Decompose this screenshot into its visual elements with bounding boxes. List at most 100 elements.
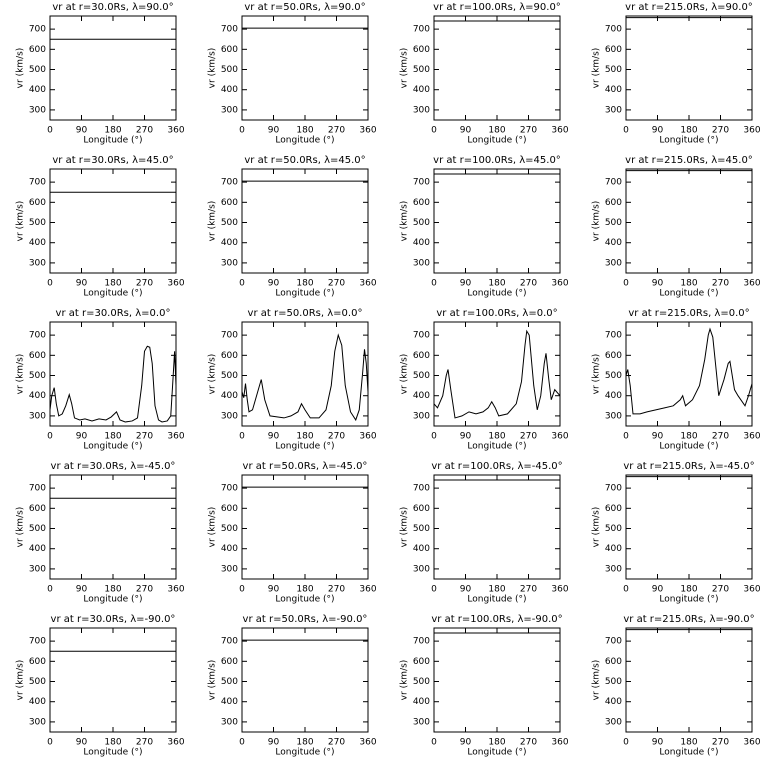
x-tick-label: 180 — [104, 738, 121, 748]
y-tick-label: 300 — [29, 411, 46, 421]
x-tick-label: 270 — [136, 126, 153, 136]
panel: vr at r=50.0Rs, λ=-45.0° 0 90 180 270 360 300 4… — [208, 461, 377, 605]
y-tick-label: 400 — [605, 697, 622, 707]
x-axis-label: Longitude (°) — [659, 289, 718, 299]
x-tick-label: 270 — [712, 738, 729, 748]
y-tick-label: 300 — [221, 717, 238, 727]
panel-title: vr at r=215.0Rs, λ=0.0° — [628, 308, 749, 319]
y-tick-label: 600 — [221, 351, 238, 361]
panel: vr at r=100.0Rs, λ=0.0° 0 90 180 270 360 300 40… — [400, 308, 569, 452]
x-tick-label: 90 — [268, 279, 280, 289]
x-tick-label: 360 — [743, 585, 760, 595]
x-tick-label: 180 — [680, 585, 697, 595]
y-tick-label: 600 — [413, 504, 430, 514]
x-tick-label: 0 — [47, 279, 53, 289]
y-tick-label: 300 — [221, 411, 238, 421]
x-tick-label: 270 — [712, 279, 729, 289]
y-tick-label: 600 — [29, 198, 46, 208]
x-axis-label: Longitude (°) — [467, 748, 526, 758]
x-tick-label: 180 — [104, 126, 121, 136]
y-axis-label: vr (km/s) — [400, 660, 410, 701]
y-tick-label: 700 — [605, 25, 622, 35]
panel-title: vr at r=30.0Rs, λ=90.0° — [52, 2, 173, 13]
x-tick-label: 360 — [359, 585, 376, 595]
y-tick-label: 600 — [413, 657, 430, 667]
x-tick-label: 360 — [551, 126, 568, 136]
panel-title: vr at r=100.0Rs, λ=45.0° — [433, 155, 561, 166]
axes-box — [625, 168, 753, 274]
y-tick-label: 700 — [221, 25, 238, 35]
x-tick-label: 180 — [680, 279, 697, 289]
axes-box — [49, 321, 177, 427]
x-tick-label: 270 — [328, 738, 345, 748]
y-tick-label: 400 — [413, 238, 430, 248]
y-tick-label: 700 — [29, 331, 46, 341]
y-tick-label: 600 — [605, 351, 622, 361]
axes-box — [625, 321, 753, 427]
y-axis-label: vr (km/s) — [16, 660, 26, 701]
x-tick-label: 180 — [296, 279, 313, 289]
y-tick-label: 400 — [221, 85, 238, 95]
y-tick-label: 500 — [221, 218, 238, 228]
x-tick-label: 180 — [488, 126, 505, 136]
data-line — [625, 327, 753, 415]
x-tick-label: 90 — [460, 585, 472, 595]
y-tick-label: 400 — [413, 85, 430, 95]
x-tick-label: 270 — [328, 126, 345, 136]
y-tick-label: 700 — [221, 178, 238, 188]
x-tick-label: 0 — [431, 279, 437, 289]
x-tick-label: 180 — [296, 738, 313, 748]
x-axis-label: Longitude (°) — [659, 748, 718, 758]
x-tick-label: 270 — [520, 738, 537, 748]
panel-title: vr at r=100.0Rs, λ=-90.0° — [431, 614, 562, 625]
axes-box — [625, 627, 753, 733]
y-tick-label: 600 — [29, 351, 46, 361]
y-axis-label: vr (km/s) — [208, 354, 218, 395]
x-axis-label: Longitude (°) — [659, 442, 718, 452]
y-tick-label: 300 — [413, 411, 430, 421]
y-tick-label: 300 — [221, 258, 238, 268]
x-tick-label: 90 — [76, 585, 88, 595]
y-tick-label: 400 — [29, 544, 46, 554]
x-tick-label: 360 — [359, 738, 376, 748]
y-tick-label: 700 — [413, 178, 430, 188]
axes-box — [433, 474, 561, 580]
panel-title: vr at r=215.0Rs, λ=-45.0° — [623, 461, 754, 472]
panel-title: vr at r=50.0Rs, λ=0.0° — [248, 308, 363, 319]
y-tick-label: 700 — [29, 484, 46, 494]
y-tick-label: 600 — [221, 657, 238, 667]
x-tick-label: 360 — [743, 279, 760, 289]
y-tick-label: 600 — [221, 504, 238, 514]
y-tick-label: 500 — [413, 371, 430, 381]
panel: vr at r=50.0Rs, λ=0.0° 0 90 180 270 360 300 400… — [208, 308, 377, 452]
x-tick-label: 0 — [239, 126, 245, 136]
axes-box — [49, 15, 177, 121]
axes-box — [241, 15, 369, 121]
y-axis-label: vr (km/s) — [208, 660, 218, 701]
x-tick-label: 0 — [623, 279, 629, 289]
y-tick-label: 300 — [605, 258, 622, 268]
panel: vr at r=215.0Rs, λ=0.0° 0 90 180 270 360 300 40… — [592, 308, 761, 452]
panel-title: vr at r=50.0Rs, λ=45.0° — [244, 155, 365, 166]
x-tick-label: 90 — [268, 432, 280, 442]
y-tick-label: 600 — [605, 198, 622, 208]
y-tick-label: 400 — [605, 391, 622, 401]
x-tick-label: 180 — [680, 126, 697, 136]
panel: vr at r=100.0Rs, λ=45.0° 0 90 180 270 360 300 4… — [400, 155, 569, 299]
y-tick-label: 400 — [221, 238, 238, 248]
y-tick-label: 700 — [413, 331, 430, 341]
x-tick-label: 0 — [47, 585, 53, 595]
y-tick-label: 300 — [413, 105, 430, 115]
x-tick-label: 360 — [167, 738, 184, 748]
y-tick-label: 300 — [413, 717, 430, 727]
x-tick-label: 180 — [104, 279, 121, 289]
y-tick-label: 600 — [605, 657, 622, 667]
axes-box — [241, 168, 369, 274]
y-tick-label: 700 — [221, 331, 238, 341]
x-tick-label: 0 — [431, 126, 437, 136]
panel: vr at r=30.0Rs, λ=45.0° 0 90 180 270 360 300 40… — [16, 155, 185, 299]
x-axis-label: Longitude (°) — [467, 442, 526, 452]
x-tick-label: 360 — [359, 432, 376, 442]
x-axis-label: Longitude (°) — [83, 289, 142, 299]
y-axis-label: vr (km/s) — [16, 48, 26, 89]
